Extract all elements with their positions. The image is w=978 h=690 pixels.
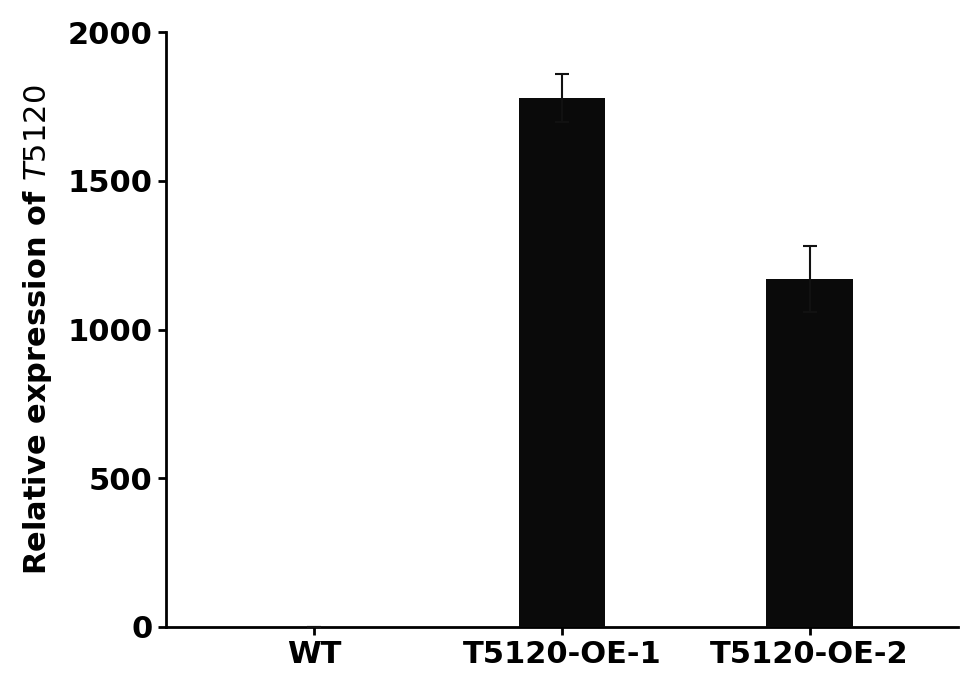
Bar: [766, 279, 852, 627]
Y-axis label: Relative expression of $\it{T5120}$: Relative expression of $\it{T5120}$: [21, 84, 54, 575]
Bar: [518, 98, 604, 627]
